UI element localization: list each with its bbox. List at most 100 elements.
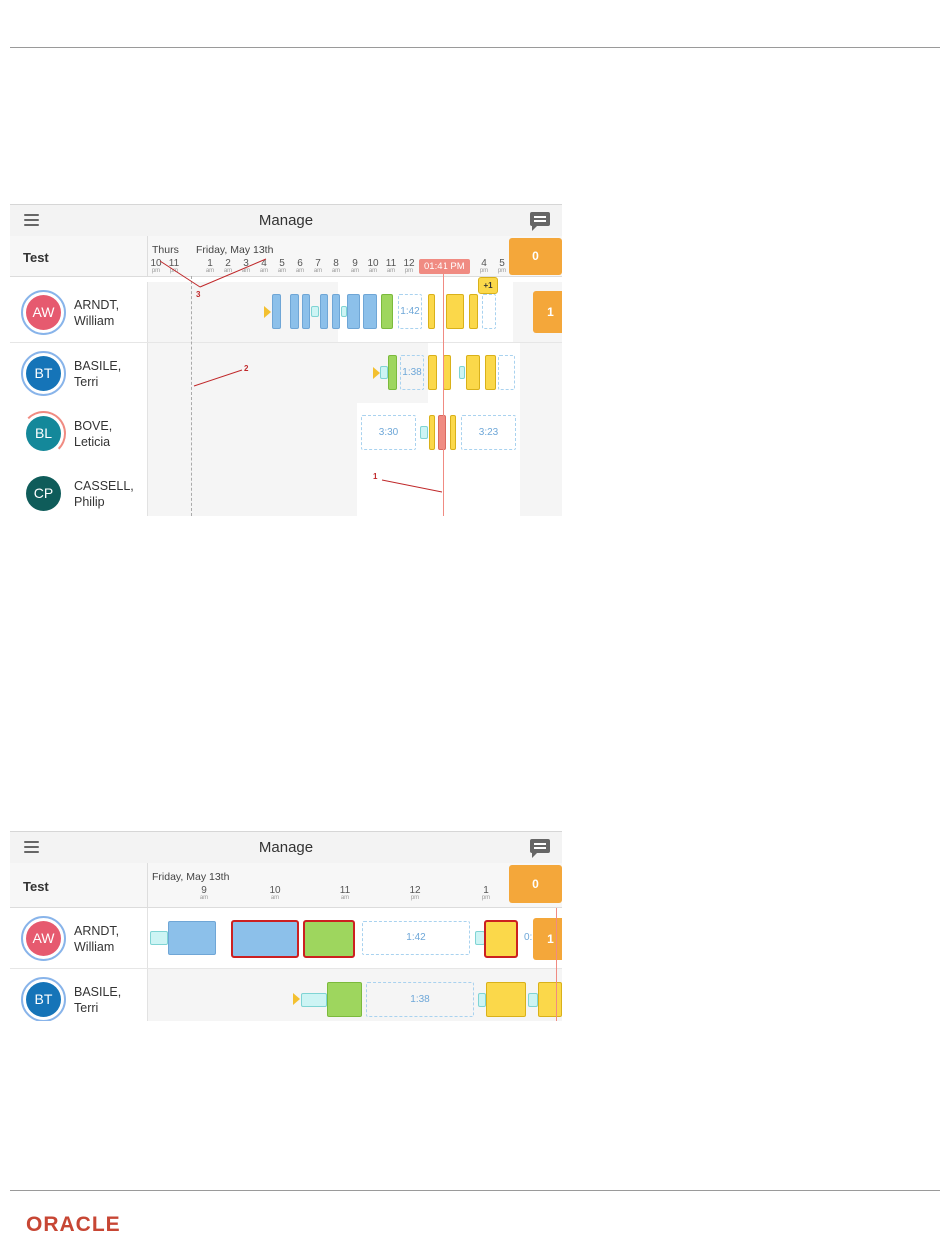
hour-tick: 4 am: [256, 258, 272, 274]
activity-block[interactable]: [428, 294, 435, 329]
travel-block[interactable]: [420, 426, 428, 439]
chat-icon[interactable]: [530, 212, 550, 231]
header-divider: [147, 236, 148, 276]
hour-tick-label: 10: [269, 885, 281, 896]
hour-tick-label: 12: [403, 258, 415, 269]
travel-block[interactable]: [475, 931, 485, 945]
hour-tick-label: 10: [150, 258, 162, 269]
unassigned-count-button[interactable]: 0: [509, 238, 562, 275]
resource-last-name: ARNDT,: [74, 924, 120, 938]
day-label-friday: Friday, May 13th: [196, 244, 274, 256]
travel-duration: 1:42: [362, 921, 470, 955]
hour-tick-ampm: am: [350, 268, 360, 274]
activity-block[interactable]: [363, 294, 377, 329]
app-topbar: Manage: [10, 831, 562, 865]
activity-block[interactable]: [302, 294, 310, 329]
resource-row[interactable]: AW ARNDT, William 1:42 0: 1: [10, 908, 562, 969]
hamburger-menu-icon[interactable]: [24, 214, 39, 229]
activity-block[interactable]: [466, 355, 480, 390]
travel-block: [498, 355, 515, 390]
resource-name: ARNDT, William: [74, 297, 119, 329]
travel-block[interactable]: [459, 366, 465, 379]
utilization-ring: [21, 351, 66, 396]
resource-row[interactable]: AW ARNDT, William 1:42 +1 1: [10, 277, 562, 343]
hamburger-menu-icon[interactable]: [24, 841, 39, 856]
activity-block[interactable]: [486, 982, 526, 1017]
activity-block[interactable]: [538, 982, 562, 1017]
timeline-grid: 1:42 +1 1: [148, 277, 562, 342]
current-time-line: [556, 908, 557, 1021]
activity-block[interactable]: [428, 355, 437, 390]
resource-first-name: Leticia: [74, 435, 111, 449]
shift-start-marker: [264, 306, 271, 318]
resource-row[interactable]: BL BOVE, Leticia 3:30 3:23: [10, 403, 562, 464]
overflow-badge[interactable]: +1: [478, 277, 498, 294]
hour-tick-ampm: am: [313, 268, 323, 274]
utilization-ring: [21, 916, 66, 961]
hour-tick: 11 pm: [166, 258, 182, 274]
travel-block[interactable]: [150, 931, 168, 945]
app-topbar: Manage: [10, 204, 562, 238]
travel-duration: 1:38: [366, 982, 474, 1017]
activity-block[interactable]: [327, 982, 362, 1017]
resource-row[interactable]: BT BASILE, Terri 1:38: [10, 343, 562, 404]
travel-block[interactable]: [528, 993, 538, 1007]
travel-block[interactable]: [341, 306, 347, 317]
shift-band: [357, 463, 520, 516]
hour-tick: 12 pm: [407, 885, 423, 901]
activity-block[interactable]: [272, 294, 281, 329]
activity-block[interactable]: [168, 921, 216, 955]
hour-tick: 9 am: [196, 885, 212, 901]
current-time-line: [443, 260, 444, 516]
travel-block: [482, 294, 496, 329]
avatar: BT: [26, 982, 61, 1017]
activity-block[interactable]: [469, 294, 478, 329]
activity-block[interactable]: [485, 355, 496, 390]
resource-row[interactable]: BT BASILE, Terri 1:38: [10, 969, 562, 1021]
activity-block[interactable]: [290, 294, 299, 329]
hour-tick-ampm: am: [340, 895, 350, 901]
chat-icon[interactable]: [530, 839, 550, 858]
travel-block[interactable]: [311, 306, 319, 317]
highlighted-activity-block[interactable]: [303, 920, 355, 958]
unassigned-count-button[interactable]: 0: [509, 865, 562, 903]
hour-tick-label: 12: [409, 885, 421, 896]
utilization-ring: [21, 290, 66, 335]
resource-first-name: William: [74, 314, 115, 328]
day-label-thurs: Thurs: [152, 244, 179, 256]
activity-block[interactable]: [332, 294, 340, 329]
highlighted-activity-block[interactable]: [484, 920, 518, 958]
activity-block[interactable]: [429, 415, 435, 450]
callout-line-2: [193, 369, 243, 387]
hour-tick-label: 11: [385, 258, 397, 269]
travel-block[interactable]: [380, 366, 388, 379]
timeline-grid: 3:30 3:23: [148, 403, 562, 463]
activity-block[interactable]: [388, 355, 397, 390]
hour-tick: 4 pm: [476, 258, 492, 274]
hour-tick: 8 am: [328, 258, 344, 274]
hour-tick-label: 11: [168, 258, 180, 269]
activity-block[interactable]: [320, 294, 328, 329]
hour-tick-ampm: am: [199, 895, 209, 901]
activity-block[interactable]: [450, 415, 456, 450]
resource-first-name: William: [74, 940, 115, 954]
hour-tick-ampm: pm: [497, 268, 507, 274]
resource-row[interactable]: CP CASSELL, Philip: [10, 463, 562, 516]
travel-block[interactable]: [478, 993, 486, 1007]
hour-tick: 5 am: [274, 258, 290, 274]
travel-duration: 3:23: [461, 415, 516, 450]
activity-block[interactable]: [446, 294, 464, 329]
hour-tick-label: 1: [483, 885, 489, 896]
activity-block[interactable]: [438, 415, 446, 450]
highlighted-activity-block[interactable]: [231, 920, 299, 958]
activity-block[interactable]: [347, 294, 360, 329]
hour-tick: 10 am: [267, 885, 283, 901]
hour-tick-label: 8: [333, 258, 339, 269]
resource-info: AW ARNDT, William: [10, 908, 148, 968]
hour-tick: 5 pm: [494, 258, 510, 274]
activity-block[interactable]: [381, 294, 393, 329]
travel-block[interactable]: [301, 993, 327, 1007]
unassigned-count[interactable]: 1: [533, 918, 562, 960]
timeline-header: Test Friday, May 13th 9 am 10 am 11 am 12 pm 1 pm…: [10, 863, 562, 908]
unassigned-count[interactable]: 1: [533, 291, 562, 333]
